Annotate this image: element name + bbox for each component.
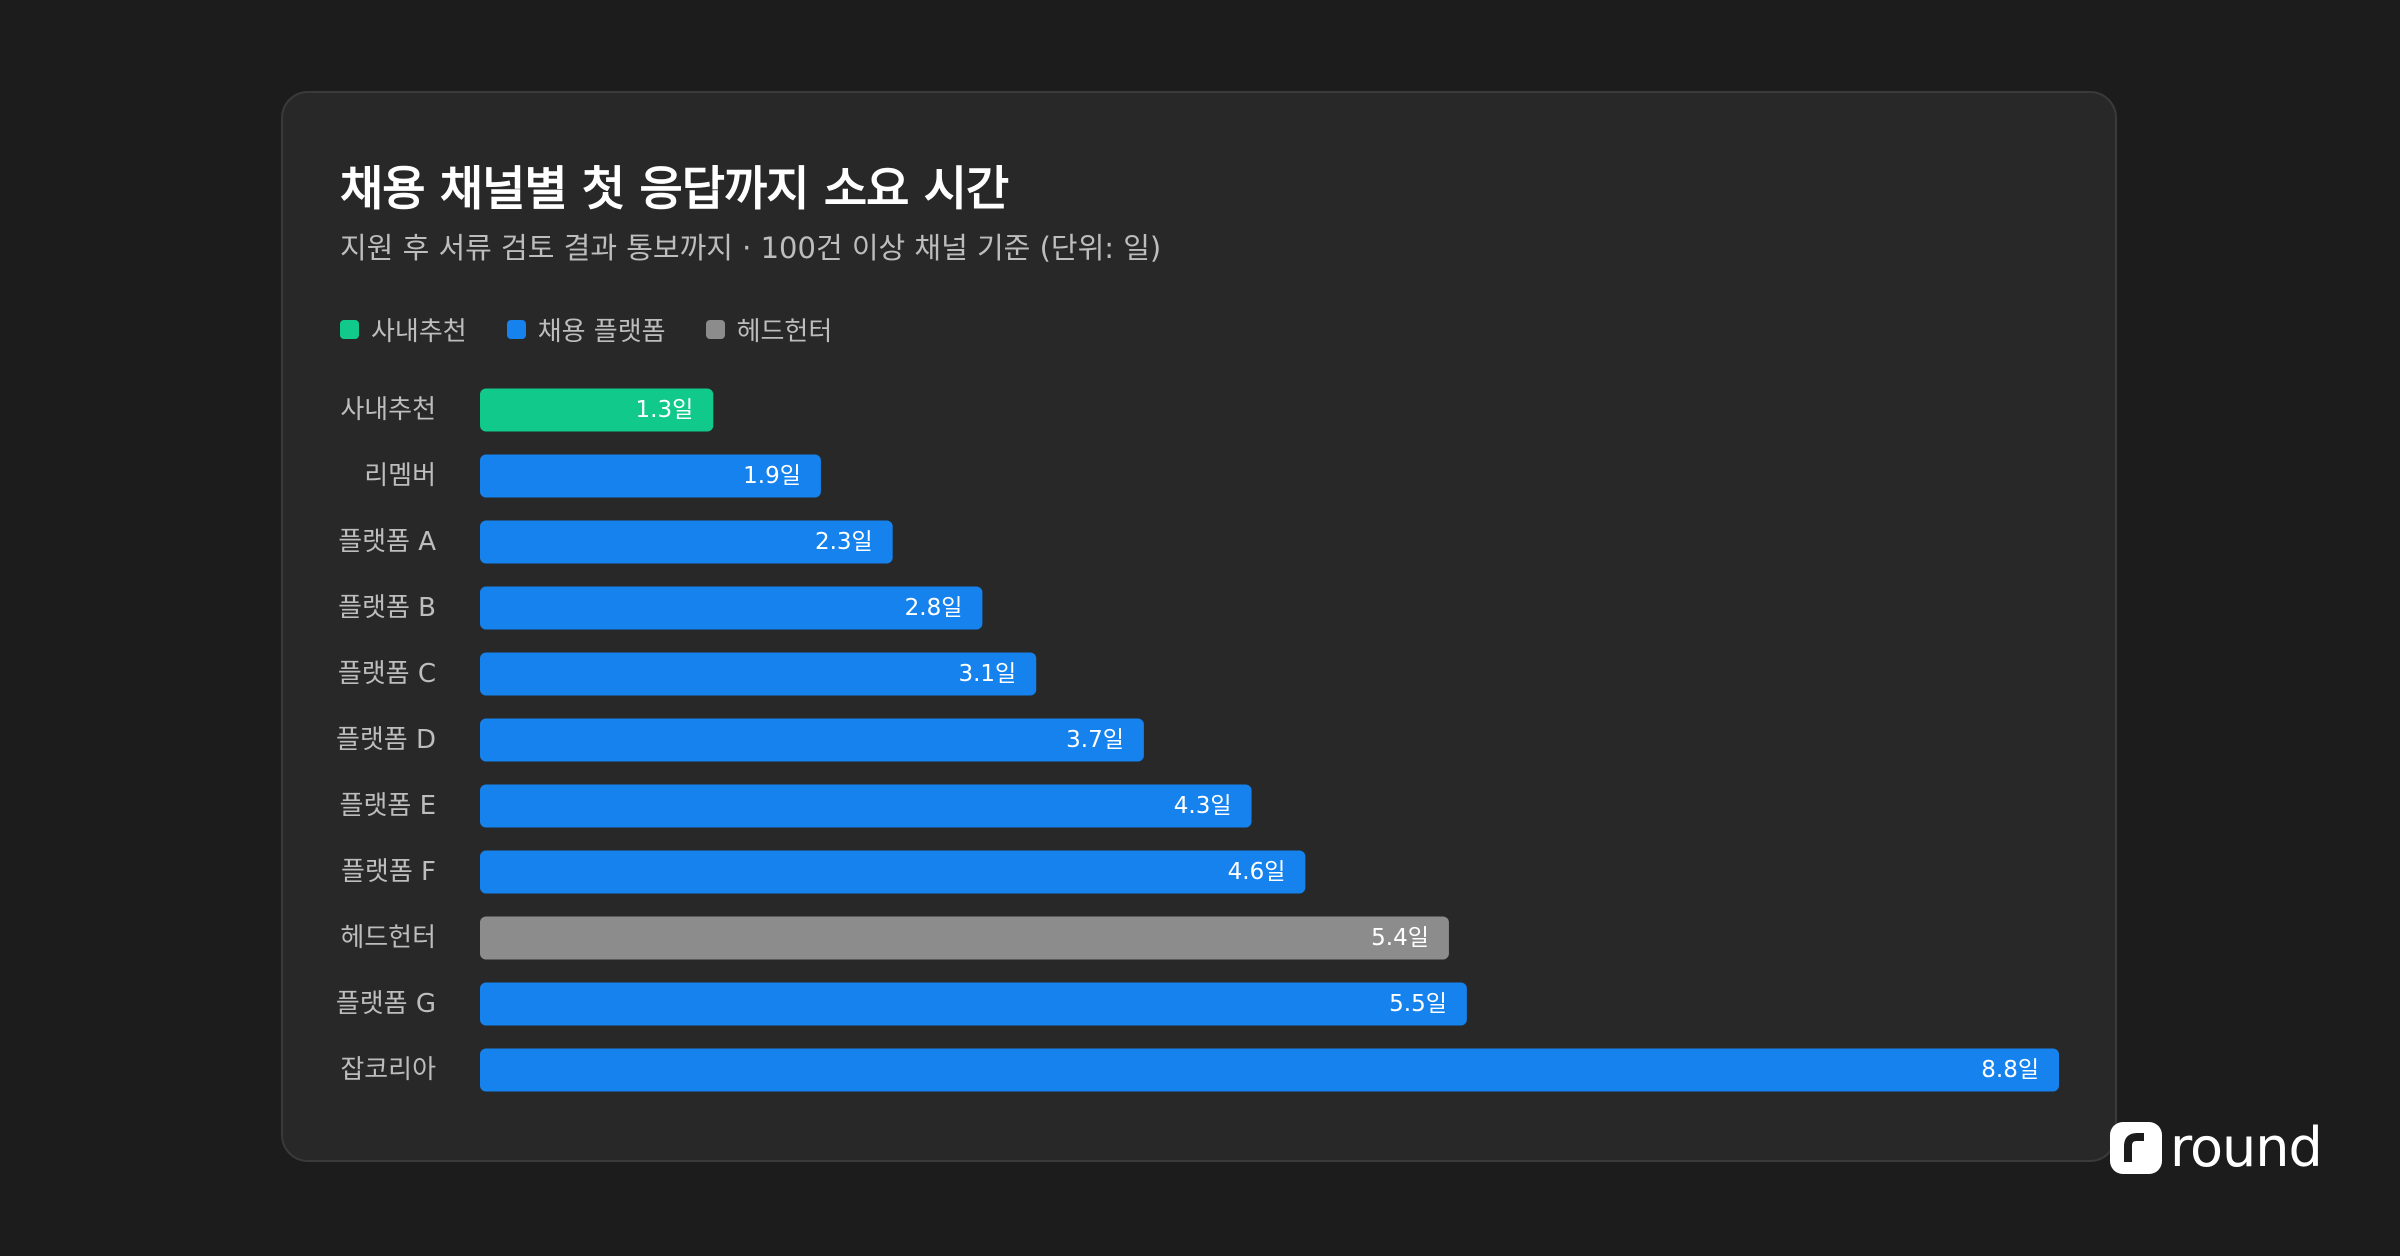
legend-item-platform: 채용 플랫폼 (506, 311, 666, 348)
bar (480, 586, 983, 630)
bar (480, 388, 714, 432)
bar-value-label: 1.3일 (636, 397, 694, 423)
bar (480, 520, 893, 564)
category-label: 플랫폼 C (338, 659, 436, 689)
bar-value-label: 5.5일 (1389, 991, 1447, 1017)
bar-value-label: 4.6일 (1228, 859, 1286, 885)
legend-label-headhunter: 헤드헌터 (736, 317, 833, 347)
bar-value-label: 3.7일 (1066, 727, 1124, 753)
bar (480, 850, 1306, 894)
legend-item-headhunter: 헤드헌터 (705, 311, 833, 348)
round-logo-icon (2110, 1122, 2162, 1174)
bar (480, 454, 821, 498)
chart-title: 채용 채널별 첫 응답까지 소요 시간 (340, 162, 1009, 217)
bar-value-label: 8.8일 (1981, 1057, 2039, 1083)
bar (480, 718, 1144, 762)
chart-subtitle: 지원 후 서류 검토 결과 통보까지 · 100건 이상 채널 기준 (단위: … (340, 231, 1162, 265)
bar (480, 784, 1252, 828)
bar (480, 982, 1467, 1026)
category-label: 잡코리아 (340, 1055, 436, 1085)
legend-swatch-headhunter (705, 320, 725, 339)
category-label: 헤드헌터 (340, 923, 436, 953)
bar (480, 1048, 2059, 1092)
bar (480, 916, 1449, 960)
legend-label-referral: 사내추천 (371, 317, 467, 347)
legend-swatch-platform (506, 320, 526, 339)
bar-value-label: 2.8일 (905, 595, 963, 621)
bar-value-label: 3.1일 (958, 661, 1016, 687)
bar-value-label: 5.4일 (1371, 925, 1429, 951)
category-label: 사내추천 (340, 395, 436, 425)
legend-item-referral: 사내추천 (340, 311, 467, 348)
legend-label-platform: 채용 플랫폼 (537, 317, 666, 347)
round-logo-text: round (2170, 1116, 2323, 1179)
category-label: 플랫폼 A (338, 527, 436, 557)
round-logo: round (2110, 1116, 2323, 1179)
category-label: 플랫폼 E (340, 791, 436, 821)
category-label: 플랫폼 G (336, 989, 436, 1019)
category-label: 플랫폼 F (341, 857, 436, 887)
bar-value-label: 2.3일 (815, 529, 873, 555)
legend-swatch-referral (340, 320, 359, 339)
bar-value-label: 1.9일 (743, 463, 801, 489)
category-label: 리멤버 (364, 461, 436, 491)
bar (480, 652, 1037, 696)
category-label: 플랫폼 B (338, 593, 436, 623)
category-label: 플랫폼 D (336, 725, 436, 755)
bar-value-label: 4.3일 (1174, 793, 1232, 819)
chart-legend: 사내추천 채용 플랫폼 헤드헌터 (340, 311, 832, 348)
